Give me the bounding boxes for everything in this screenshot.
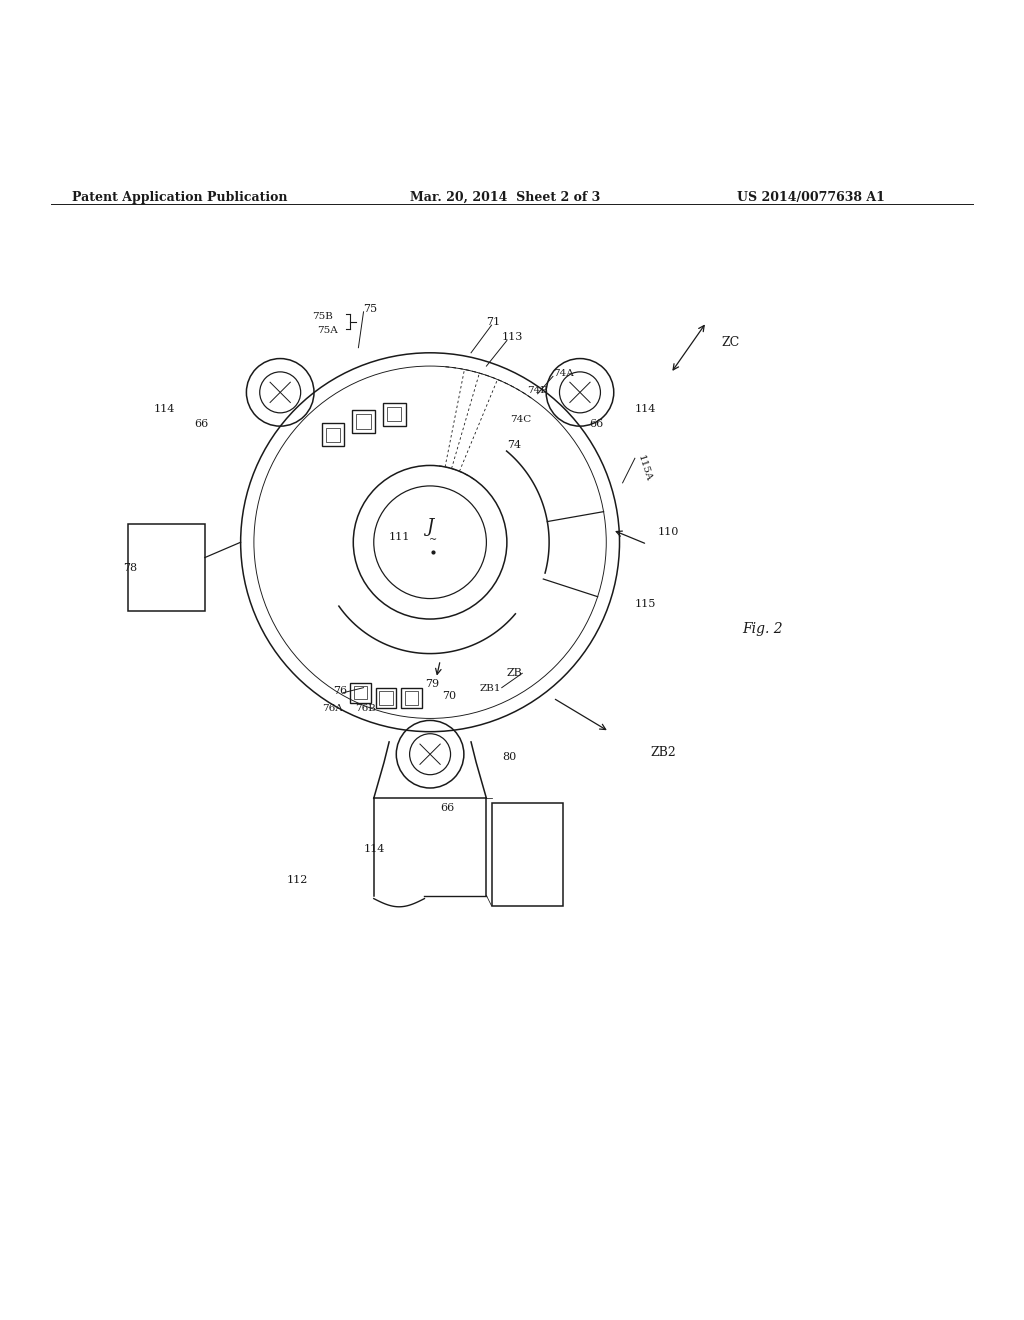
- Text: 110: 110: [657, 527, 679, 537]
- Text: 76B: 76B: [355, 704, 376, 713]
- Text: 71: 71: [486, 317, 501, 327]
- Bar: [376, 688, 396, 708]
- Text: J: J: [426, 517, 434, 536]
- Bar: [383, 403, 406, 425]
- Bar: [350, 682, 371, 704]
- Bar: [128, 524, 205, 611]
- Text: 66: 66: [440, 804, 455, 813]
- Bar: [387, 407, 401, 421]
- Text: US 2014/0077638 A1: US 2014/0077638 A1: [737, 191, 885, 205]
- Text: ~: ~: [429, 535, 437, 544]
- Text: 115A: 115A: [636, 454, 652, 483]
- Text: 66: 66: [589, 420, 603, 429]
- Text: ZB2: ZB2: [650, 746, 676, 759]
- Bar: [322, 424, 344, 446]
- Text: 74B: 74B: [527, 387, 548, 395]
- Text: 76: 76: [333, 685, 347, 696]
- Bar: [354, 686, 367, 700]
- Text: 114: 114: [635, 404, 656, 414]
- Text: 74C: 74C: [510, 414, 531, 424]
- Bar: [401, 688, 422, 708]
- Bar: [404, 692, 418, 705]
- Text: ZB: ZB: [507, 668, 522, 678]
- Text: 66: 66: [195, 420, 209, 429]
- Text: 114: 114: [154, 404, 175, 414]
- Text: 112: 112: [287, 875, 308, 886]
- Text: 114: 114: [364, 845, 385, 854]
- Bar: [492, 804, 563, 906]
- Text: 75A: 75A: [317, 326, 338, 335]
- Text: 76A: 76A: [323, 704, 343, 713]
- Text: 111: 111: [389, 532, 411, 543]
- Text: 74: 74: [507, 440, 521, 450]
- Text: 113: 113: [502, 333, 523, 342]
- Bar: [356, 414, 371, 429]
- Text: ZB1: ZB1: [479, 684, 501, 693]
- Text: 78: 78: [123, 562, 137, 573]
- Text: Mar. 20, 2014  Sheet 2 of 3: Mar. 20, 2014 Sheet 2 of 3: [410, 191, 600, 205]
- Text: 75: 75: [364, 304, 378, 314]
- Text: 74A: 74A: [553, 368, 573, 378]
- Text: Fig. 2: Fig. 2: [742, 622, 783, 636]
- Text: 70: 70: [442, 690, 457, 701]
- Text: ZC: ZC: [722, 337, 740, 348]
- Text: 80: 80: [502, 752, 516, 762]
- Text: 79: 79: [425, 678, 439, 689]
- Bar: [326, 428, 340, 442]
- Bar: [352, 411, 375, 433]
- Text: Patent Application Publication: Patent Application Publication: [72, 191, 287, 205]
- Text: 115: 115: [635, 599, 656, 609]
- Text: 75B: 75B: [312, 313, 333, 322]
- Bar: [379, 692, 393, 705]
